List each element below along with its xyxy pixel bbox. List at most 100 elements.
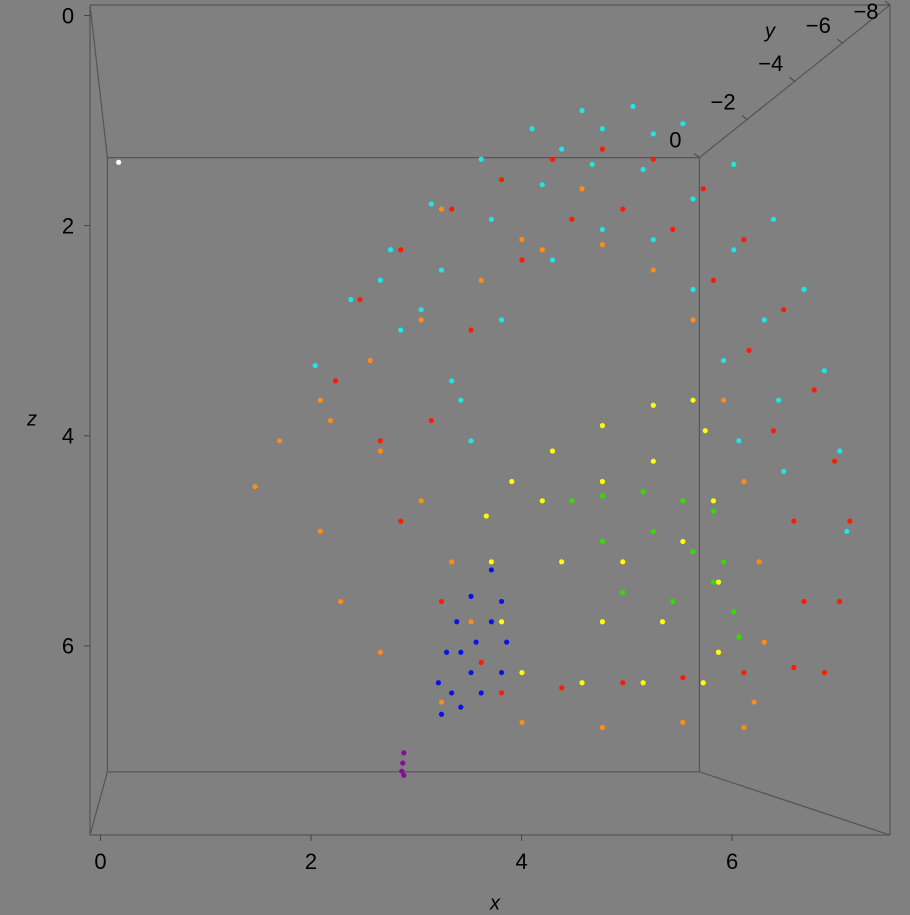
data-point: [680, 675, 686, 681]
data-point: [670, 598, 676, 605]
data-point: [599, 724, 606, 731]
data-point: [640, 489, 646, 495]
data-point: [715, 649, 722, 655]
data-point: [791, 518, 797, 524]
data-point: [620, 589, 626, 595]
data-point: [332, 378, 339, 384]
data-point: [276, 438, 283, 444]
data-point: [377, 438, 383, 444]
z-axis-label: z: [26, 408, 37, 430]
data-point: [761, 639, 767, 645]
data-point: [488, 559, 494, 565]
data-point: [741, 478, 747, 485]
data-point: [549, 156, 556, 162]
data-point: [650, 458, 656, 464]
data-point: [401, 750, 407, 756]
x-tick-label: 6: [726, 849, 738, 874]
data-point: [478, 156, 484, 162]
data-point: [650, 528, 656, 534]
data-point: [680, 538, 686, 545]
data-point: [781, 468, 787, 474]
data-point: [710, 508, 717, 514]
data-point: [844, 528, 850, 534]
data-point: [741, 236, 747, 243]
data-point: [690, 317, 696, 323]
data-point: [741, 724, 747, 731]
data-point: [498, 177, 505, 183]
data-point: [599, 242, 606, 248]
data-point: [821, 368, 828, 374]
data-point: [418, 498, 424, 504]
data-point: [458, 397, 464, 403]
data-point: [468, 438, 474, 444]
data-point: [589, 161, 595, 167]
data-point: [837, 598, 843, 605]
data-point: [710, 277, 717, 283]
z-tick-label: 4: [62, 424, 74, 449]
data-point: [559, 559, 565, 565]
data-point: [690, 196, 696, 202]
data-point: [498, 669, 505, 676]
data-point: [398, 518, 404, 524]
data-point: [449, 206, 455, 212]
data-point: [630, 103, 636, 110]
data-point: [483, 513, 489, 519]
data-point: [599, 126, 606, 132]
y-tick-label: −2: [711, 89, 736, 114]
data-point: [348, 296, 354, 303]
data-point: [736, 634, 742, 640]
data-point: [387, 247, 394, 253]
data-point: [821, 669, 828, 676]
data-point: [811, 387, 817, 393]
data-point: [519, 257, 525, 263]
ticks: 0 2 4 6 0 2 4 6 0 −2 −4 −6 −8: [62, 0, 891, 874]
y-tick: [789, 76, 796, 82]
data-point: [720, 357, 727, 364]
data-point: [569, 498, 575, 504]
data-point: [770, 216, 777, 222]
data-point: [418, 307, 424, 313]
data-point: [715, 579, 722, 585]
data-point: [377, 448, 383, 454]
data-point: [761, 317, 767, 323]
data-point: [659, 619, 666, 625]
data-point: [338, 598, 344, 605]
data-point: [640, 166, 646, 173]
data-point: [731, 161, 737, 167]
y-tick: [694, 153, 700, 159]
data-point: [751, 699, 757, 705]
data-point: [731, 609, 737, 615]
data-point: [599, 493, 606, 499]
data-point: [398, 247, 404, 253]
data-point: [449, 559, 455, 565]
data-point: [539, 247, 545, 253]
data-point: [736, 438, 742, 444]
data-point: [781, 307, 787, 313]
data-point: [398, 327, 404, 333]
data-point: [478, 277, 484, 283]
data-point: [400, 760, 406, 766]
data-point: [438, 598, 445, 605]
data-point: [454, 619, 460, 625]
y-tick: [837, 38, 843, 44]
data-point: [312, 363, 318, 369]
x-tick-label: 4: [515, 849, 527, 874]
data-point: [438, 699, 445, 705]
data-point: [438, 267, 445, 273]
y-tick-label: 0: [669, 127, 681, 152]
data-point: [579, 680, 585, 686]
data-point: [832, 458, 838, 464]
data-point: [770, 428, 777, 434]
data-point: [670, 226, 676, 233]
data-point: [559, 685, 565, 691]
data-point: [680, 719, 686, 726]
data-point: [710, 498, 717, 504]
data-point: [317, 397, 323, 403]
data-point: [710, 579, 717, 585]
data-point: [252, 483, 258, 490]
data-point: [529, 126, 535, 132]
data-point: [731, 247, 737, 253]
data-point: [488, 216, 494, 222]
box-edge: [89, 771, 108, 836]
data-point: [720, 559, 727, 565]
